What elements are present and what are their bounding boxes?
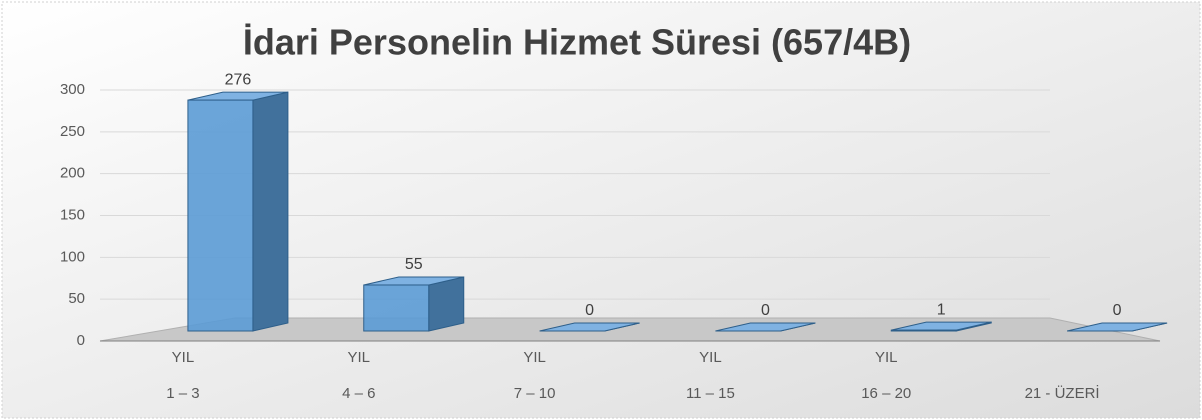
x-tick-label: 11 – 15 [686,385,735,402]
x-tick-label: 7 – 10 [514,385,556,402]
y-tick-label: 100 [60,248,85,265]
x-tick-label: 4 – 6 [342,385,375,402]
y-tick-label: 50 [68,290,85,307]
data-label: 276 [225,71,252,88]
x-tick-label: YIL [172,349,195,366]
x-tick-label: YIL [699,349,722,366]
bar-top [715,322,816,332]
bar-top [1066,322,1168,332]
y-tick-label: 0 [77,332,85,349]
bar-top [539,322,640,332]
y-tick-label: 250 [60,123,85,140]
bar [187,91,289,332]
bar-side [428,276,465,332]
y-tick-label: 200 [60,165,85,182]
bar-side [252,91,289,332]
y-tick-label: 300 [60,81,85,98]
x-tick-label: 21 - ÜZERİ [1025,384,1100,402]
chart-title: İdari Personelin Hizmet Süresi (657/4B) [243,22,911,63]
bar [715,322,816,332]
x-tick-label: YIL [347,349,370,366]
data-label: 0 [761,302,770,319]
bar [1066,322,1168,332]
data-label: 0 [1113,302,1122,319]
bar [890,321,992,332]
x-tick-label: YIL [875,349,898,366]
data-label: 0 [585,302,594,319]
y-tick-label: 150 [60,206,85,223]
data-label: 55 [405,256,423,273]
data-label: 1 [937,301,946,318]
bar-front [363,284,430,332]
x-tick-label: YIL [523,349,546,366]
bar [363,276,465,332]
x-tick-label: 1 – 3 [166,385,199,402]
bar-front [187,99,254,332]
bar [539,322,640,332]
bar-front [890,329,957,332]
x-tick-label: 16 – 20 [861,385,911,402]
